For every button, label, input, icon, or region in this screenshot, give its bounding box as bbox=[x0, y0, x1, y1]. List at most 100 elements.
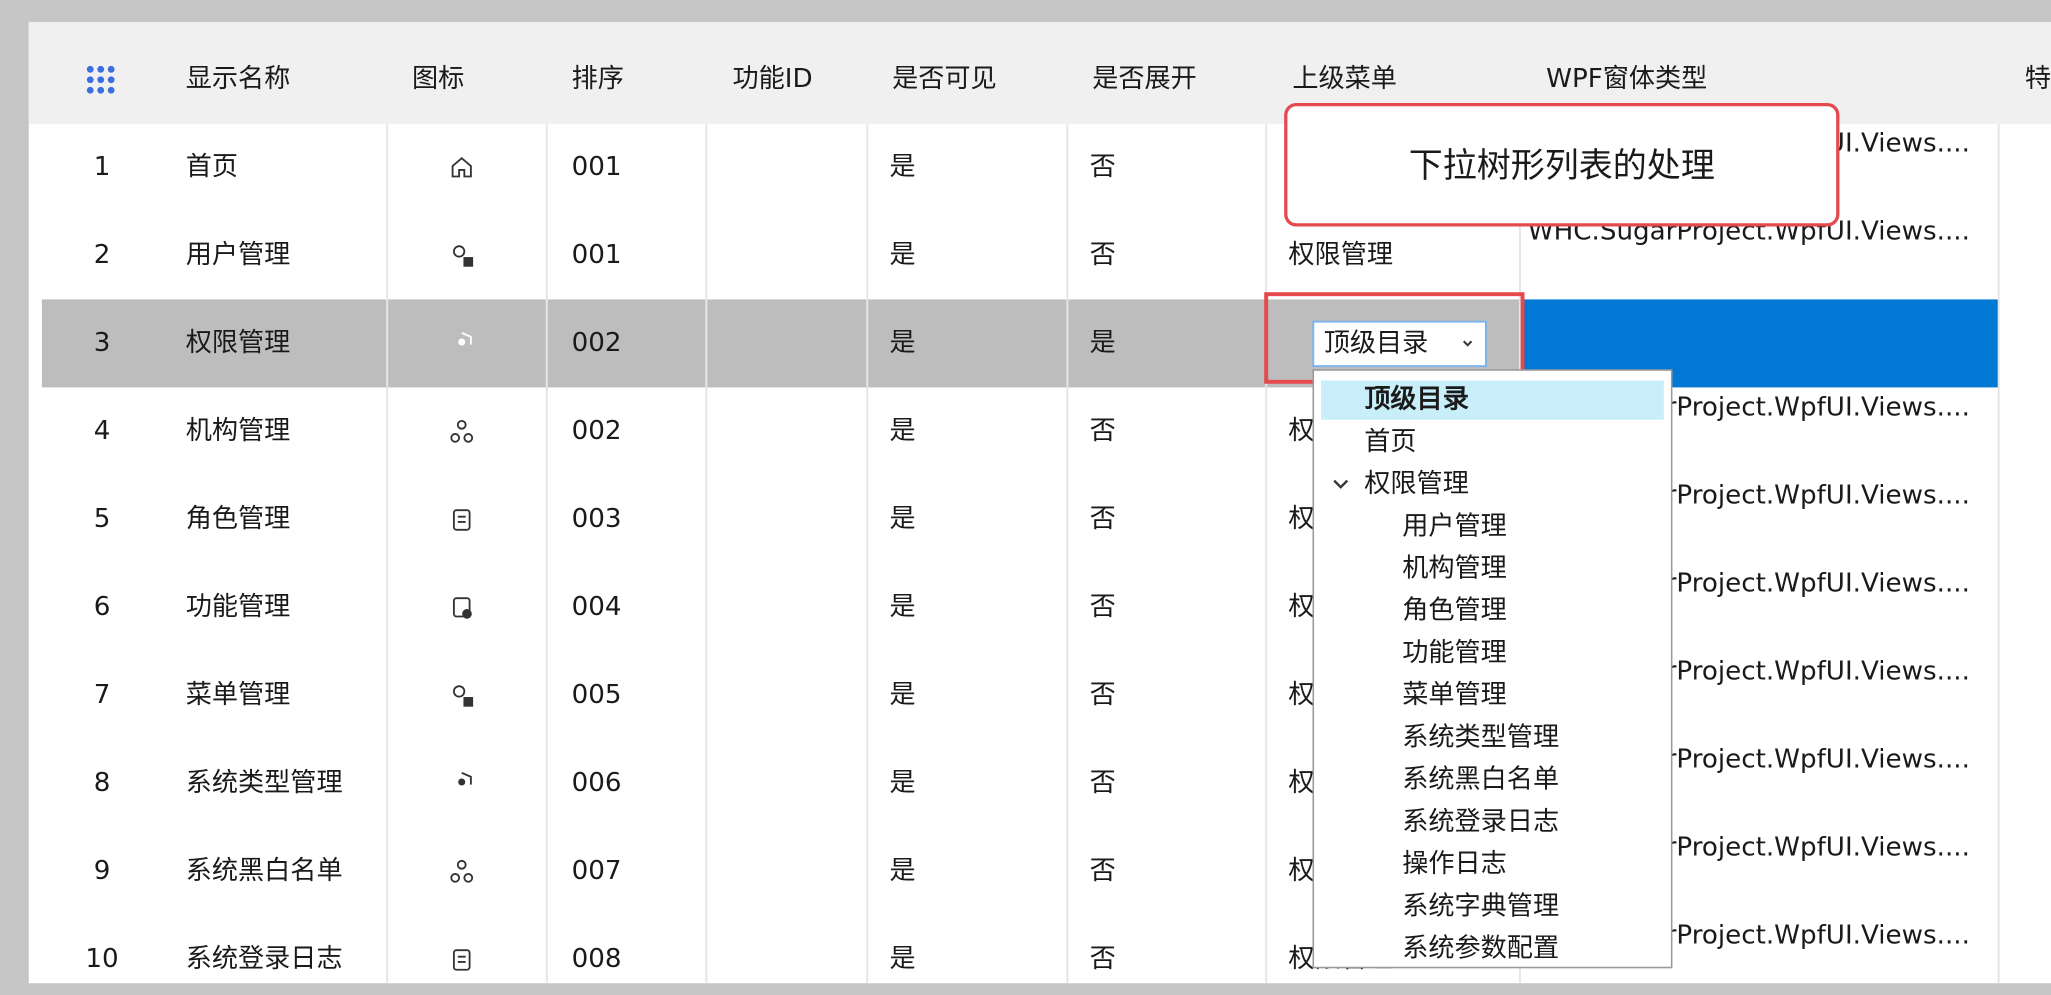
tree-item[interactable]: 功能管理 bbox=[1402, 638, 1507, 668]
column-header[interactable]: 特 bbox=[2025, 64, 2051, 94]
icon-shape bbox=[456, 419, 467, 430]
combobox[interactable] bbox=[1312, 320, 1487, 368]
expand-flag: 否 bbox=[1090, 856, 1116, 886]
visible-flag: 是 bbox=[889, 504, 915, 534]
icon-shape bbox=[450, 873, 461, 883]
selected-row bbox=[41, 299, 1520, 388]
tree-item[interactable]: 菜单管理 bbox=[1402, 680, 1507, 710]
tree-item[interactable]: 用户管理 bbox=[1402, 511, 1507, 541]
row-icon bbox=[450, 419, 474, 443]
icon-shape bbox=[456, 859, 467, 870]
row-number: 9 bbox=[94, 856, 111, 886]
icon-shape bbox=[463, 257, 474, 267]
display-name: 权限管理 bbox=[186, 328, 291, 358]
expand-flag: 否 bbox=[1090, 680, 1116, 710]
icon-shape bbox=[463, 873, 474, 883]
dot bbox=[107, 65, 115, 73]
expand-flag: 否 bbox=[1090, 592, 1116, 622]
row-icon bbox=[452, 509, 471, 531]
icon-shape bbox=[458, 338, 466, 346]
row-number: 5 bbox=[94, 504, 111, 534]
column-header[interactable]: 是否展开 bbox=[1092, 64, 1197, 94]
expand-flag: 否 bbox=[1090, 944, 1116, 974]
dot bbox=[107, 76, 115, 84]
visible-flag: 是 bbox=[889, 328, 915, 358]
expand-flag: 否 bbox=[1090, 240, 1116, 270]
tree-item[interactable]: 首页 bbox=[1364, 427, 1416, 457]
expand-chevron[interactable] bbox=[1333, 479, 1349, 489]
row-icon bbox=[458, 772, 472, 786]
sort-order: 002 bbox=[572, 328, 622, 358]
visible-flag: 是 bbox=[889, 768, 915, 798]
dot bbox=[86, 76, 94, 84]
icon-shape bbox=[457, 515, 466, 523]
expand-flag: 否 bbox=[1090, 504, 1116, 534]
icon-shape bbox=[452, 509, 471, 531]
display-name: 系统登录日志 bbox=[186, 944, 343, 974]
row-number: 1 bbox=[94, 152, 111, 182]
icon-shape bbox=[463, 433, 474, 443]
row-number: 8 bbox=[94, 768, 111, 798]
visible-flag: 是 bbox=[889, 592, 915, 622]
sort-order: 006 bbox=[572, 768, 622, 798]
column-header[interactable]: 显示名称 bbox=[186, 64, 291, 94]
tree-item[interactable]: 系统黑白名单 bbox=[1402, 765, 1559, 795]
display-name: 菜单管理 bbox=[186, 680, 291, 710]
row-icon bbox=[451, 157, 472, 178]
icon-shape bbox=[457, 955, 466, 963]
row-number: 2 bbox=[94, 240, 111, 270]
column-header[interactable]: 是否可见 bbox=[892, 64, 997, 94]
tree-item[interactable]: 权限管理 bbox=[1364, 469, 1469, 499]
dot bbox=[107, 86, 115, 94]
tree-item[interactable]: 角色管理 bbox=[1402, 596, 1507, 626]
combobox-arrow bbox=[1462, 340, 1473, 347]
tree-item[interactable]: 系统类型管理 bbox=[1402, 722, 1559, 752]
row-number: 4 bbox=[94, 416, 111, 446]
column-header[interactable]: 上级菜单 bbox=[1292, 64, 1397, 94]
sort-order: 007 bbox=[572, 856, 622, 886]
row-number: 3 bbox=[94, 328, 111, 358]
row-icon bbox=[450, 859, 474, 883]
row-icon bbox=[452, 597, 472, 619]
row-icon bbox=[452, 685, 474, 707]
row-icon bbox=[452, 245, 474, 267]
icon-shape bbox=[452, 245, 466, 258]
column-header[interactable]: 排序 bbox=[572, 64, 624, 94]
row-number: 10 bbox=[85, 944, 118, 974]
select-all-icon[interactable] bbox=[86, 65, 115, 94]
dot bbox=[97, 65, 105, 73]
visible-flag: 是 bbox=[889, 944, 915, 974]
tree-item[interactable]: 系统登录日志 bbox=[1402, 807, 1559, 837]
column-header[interactable]: 图标 bbox=[412, 64, 464, 94]
visible-flag: 是 bbox=[889, 152, 915, 182]
callout-text: 下拉树形列表的处理 bbox=[1409, 146, 1715, 186]
display-name: 功能管理 bbox=[186, 592, 291, 622]
column-header[interactable]: 功能ID bbox=[733, 64, 813, 94]
display-name: 机构管理 bbox=[186, 416, 291, 446]
tree-item[interactable]: 顶级目录 bbox=[1364, 384, 1469, 415]
sort-order: 001 bbox=[572, 240, 622, 270]
row-number: 7 bbox=[94, 680, 111, 710]
sort-order: 004 bbox=[572, 592, 622, 622]
tree-item[interactable]: 操作日志 bbox=[1402, 849, 1507, 879]
column-header[interactable]: WPF窗体类型 bbox=[1546, 64, 1707, 94]
sort-order: 008 bbox=[572, 944, 622, 974]
tree-item[interactable]: 机构管理 bbox=[1402, 554, 1507, 584]
expand-flag: 否 bbox=[1090, 768, 1116, 798]
row-icon bbox=[458, 332, 472, 346]
icon-shape bbox=[461, 332, 472, 345]
tree-item[interactable]: 系统字典管理 bbox=[1402, 891, 1559, 921]
icon-shape bbox=[463, 697, 474, 707]
display-name: 首页 bbox=[186, 152, 238, 182]
tree-item[interactable]: 系统参数配置 bbox=[1402, 934, 1559, 964]
visible-flag: 是 bbox=[889, 416, 915, 446]
dot bbox=[97, 86, 105, 94]
display-name: 系统类型管理 bbox=[186, 768, 343, 798]
selected-item bbox=[1321, 380, 1664, 420]
dot bbox=[86, 86, 94, 94]
sort-order: 001 bbox=[572, 152, 622, 182]
visible-flag: 是 bbox=[889, 240, 915, 270]
display-name: 系统黑白名单 bbox=[186, 856, 343, 886]
row-number: 6 bbox=[94, 592, 111, 622]
